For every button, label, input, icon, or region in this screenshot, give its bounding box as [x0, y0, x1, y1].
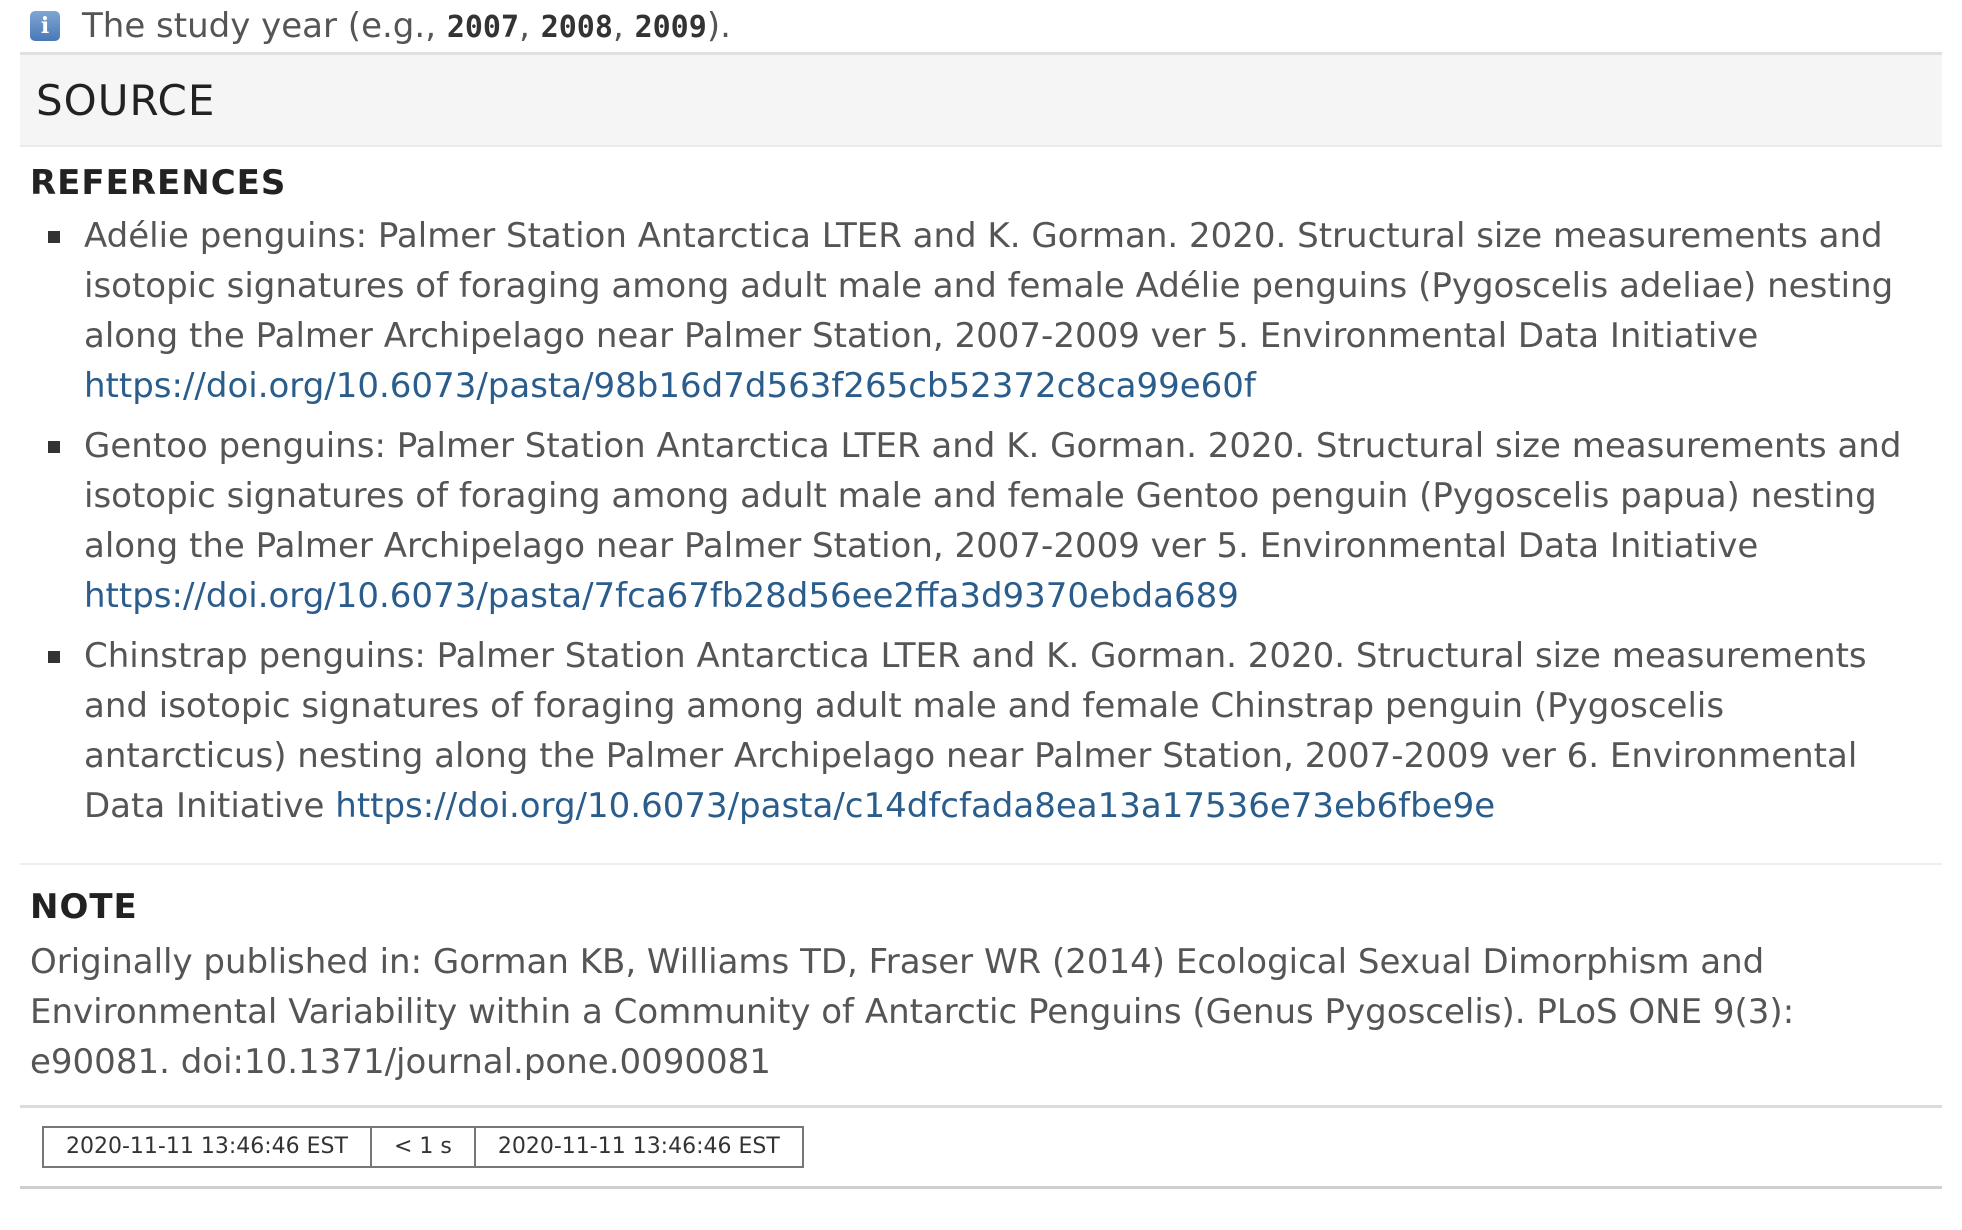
reference-text: Chinstrap penguins: Palmer Station Antar…: [84, 636, 1867, 826]
example-separator-1: ,: [519, 6, 541, 46]
start-time: 2020-11-11 13:46:46 EST: [44, 1128, 372, 1166]
page-container: i The study year (e.g., 2007, 2008, 2009…: [20, 0, 1942, 1189]
bullet-icon: [48, 231, 60, 243]
timestamp-table: 2020-11-11 13:46:46 EST < 1 s 2020-11-11…: [42, 1126, 804, 1168]
duration: < 1 s: [372, 1128, 476, 1166]
example-year-2: 2008: [540, 10, 613, 45]
reference-text: Adélie penguins: Palmer Station Antarcti…: [84, 216, 1894, 356]
source-section-header: SOURCE: [20, 55, 1942, 147]
example-year-1: 2007: [446, 10, 520, 45]
reference-item-adelie: Adélie penguins: Palmer Station Antarcti…: [30, 211, 1942, 411]
source-title: SOURCE: [36, 75, 216, 125]
references-section: REFERENCES Adélie penguins: Palmer Stati…: [20, 147, 1942, 865]
bullet-icon: [48, 441, 60, 453]
reference-link-gentoo[interactable]: https://doi.org/10.6073/pasta/7fca67fb28…: [84, 576, 1239, 616]
info-icon: i: [30, 11, 60, 41]
references-title: REFERENCES: [30, 163, 287, 203]
reference-item-gentoo: Gentoo penguins: Palmer Station Antarcti…: [30, 421, 1942, 621]
example-separator-2: ,: [612, 6, 635, 46]
note-text: Originally published in: Gorman KB, Will…: [30, 942, 1795, 1082]
variable-description-text: The study year (e.g., 2007, 2008, 2009).: [82, 6, 731, 46]
description-prefix: The study year (e.g.,: [82, 6, 447, 46]
bullet-icon: [48, 651, 60, 663]
example-year-3: 2009: [634, 10, 707, 45]
reference-item-chinstrap: Chinstrap penguins: Palmer Station Antar…: [30, 631, 1942, 831]
references-list: Adélie penguins: Palmer Station Antarcti…: [30, 211, 1942, 831]
timing-footer: 2020-11-11 13:46:46 EST < 1 s 2020-11-11…: [20, 1108, 1942, 1189]
end-time: 2020-11-11 13:46:46 EST: [497, 1134, 780, 1159]
description-suffix: ).: [706, 6, 731, 46]
reference-link-adelie[interactable]: https://doi.org/10.6073/pasta/98b16d7d56…: [84, 366, 1256, 406]
variable-description: i The study year (e.g., 2007, 2008, 2009…: [20, 0, 1942, 55]
reference-text: Gentoo penguins: Palmer Station Antarcti…: [84, 426, 1902, 566]
reference-link-chinstrap[interactable]: https://doi.org/10.6073/pasta/c14dfcfada…: [335, 786, 1496, 826]
note-title: NOTE: [30, 887, 138, 927]
note-section: NOTE Originally published in: Gorman KB,…: [20, 865, 1942, 1108]
